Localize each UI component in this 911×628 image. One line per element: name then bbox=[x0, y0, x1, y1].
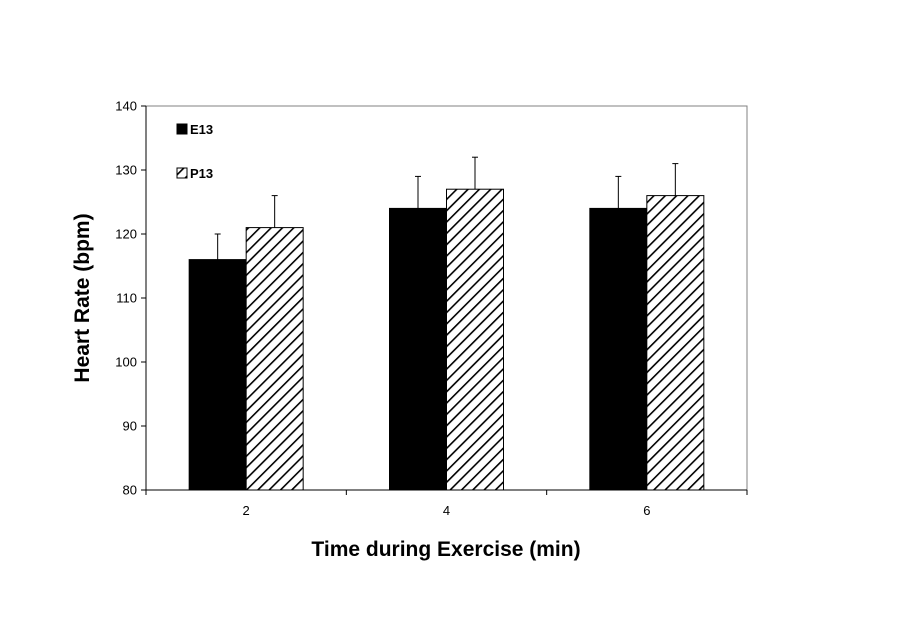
y-tick-label-110: 110 bbox=[116, 291, 137, 306]
y-tick-label-90: 90 bbox=[123, 419, 137, 434]
x-tick-label-4: 4 bbox=[443, 503, 450, 518]
y-tick-label-80: 80 bbox=[123, 483, 137, 498]
legend-swatch-e13 bbox=[176, 123, 188, 135]
legend: E13 P13 bbox=[176, 122, 213, 181]
y-axis-title: Heart Rate (bpm) bbox=[71, 213, 94, 382]
axes-layer: 80 90 100 110 120 130 140 2 4 6 bbox=[115, 99, 748, 518]
legend-label-e13: E13 bbox=[190, 122, 213, 137]
bar-e13-4 bbox=[389, 207, 447, 491]
x-axis-title: Time during Exercise (min) bbox=[311, 538, 580, 561]
bar-p13-4 bbox=[446, 188, 504, 491]
error-bars-layer bbox=[214, 156, 679, 260]
bar-e13-2 bbox=[188, 259, 247, 491]
bar-e13-6 bbox=[589, 207, 648, 491]
x-tick-label-2: 2 bbox=[243, 503, 250, 518]
x-tick-label-6: 6 bbox=[643, 503, 650, 518]
legend-label-p13: P13 bbox=[190, 166, 213, 181]
bars-layer bbox=[188, 188, 705, 491]
y-tick-label-140: 140 bbox=[115, 99, 137, 114]
legend-swatch-p13 bbox=[176, 167, 188, 179]
y-tick-label-130: 130 bbox=[115, 163, 137, 178]
y-tick-label-100: 100 bbox=[115, 355, 137, 370]
bar-p13-2 bbox=[245, 227, 304, 491]
y-tick-label-120: 120 bbox=[115, 227, 137, 242]
bar-p13-6 bbox=[646, 195, 705, 491]
